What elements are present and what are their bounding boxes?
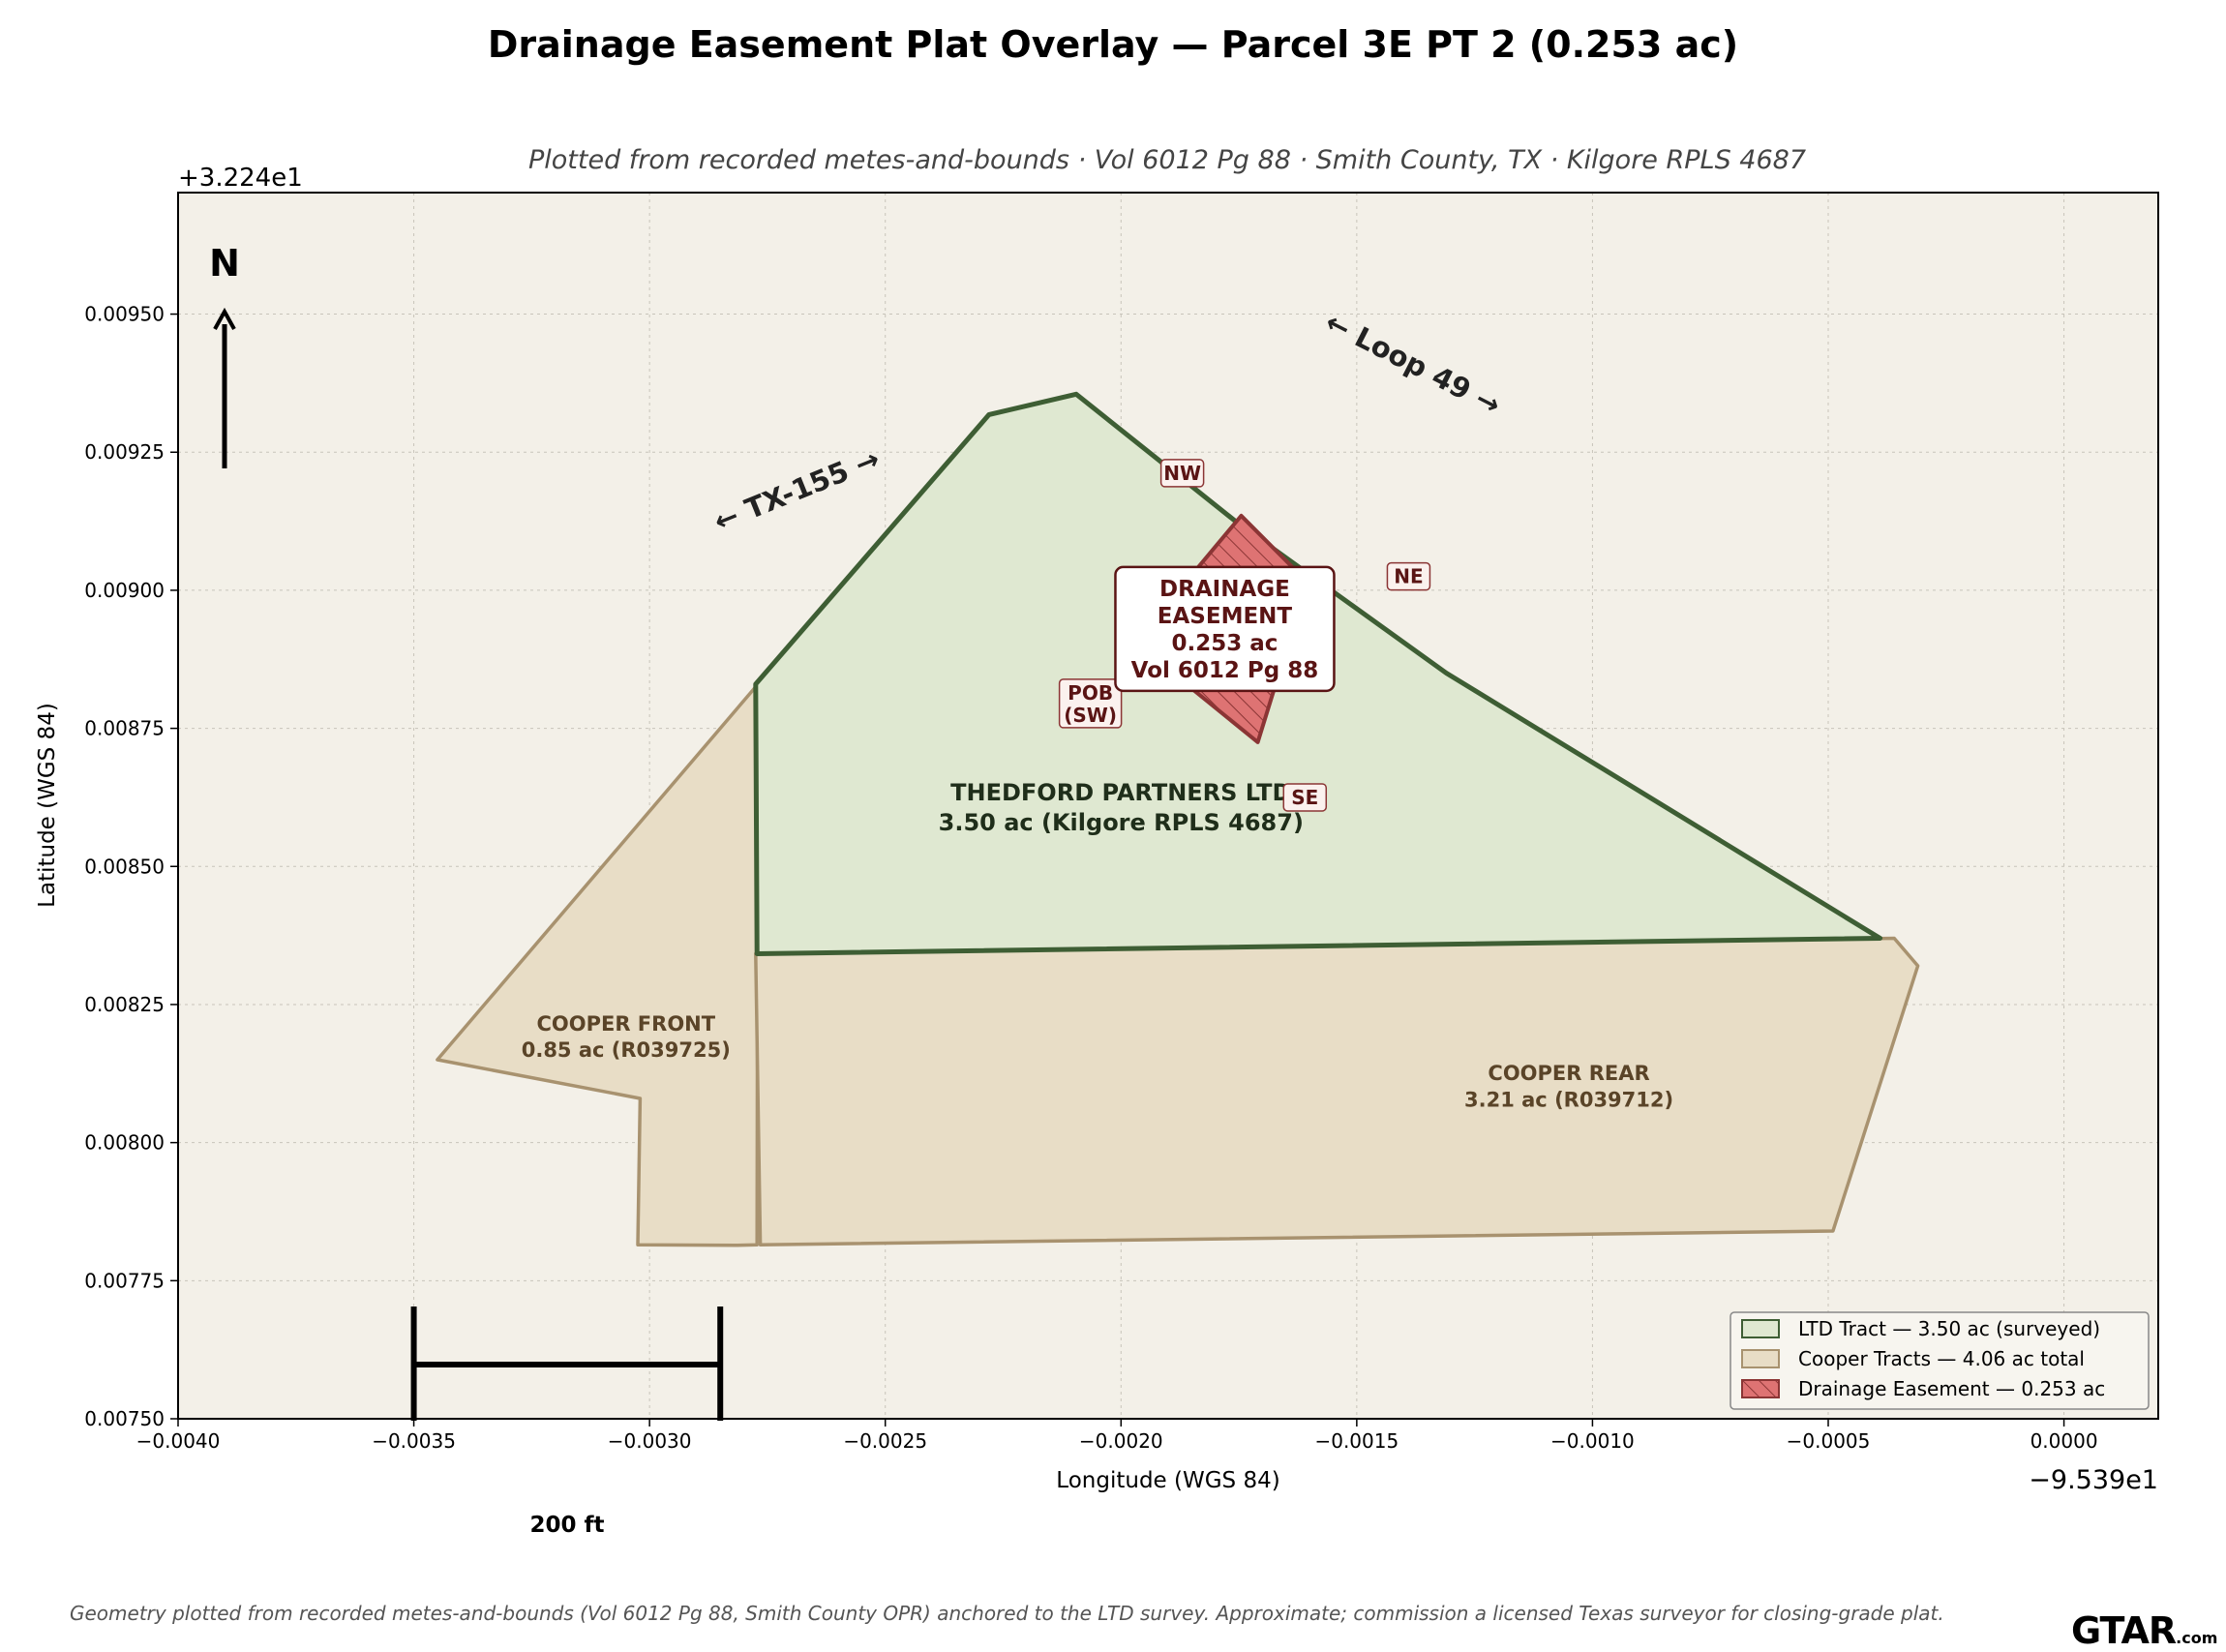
y-offset-label: +3.224e1 — [178, 164, 303, 193]
legend-label-cooper: Cooper Tracts — 4.06 ac total — [1798, 1347, 2085, 1370]
north-arrow-label: N — [209, 242, 240, 285]
subtitle: Plotted from recorded metes-and-bounds ·… — [527, 145, 1807, 175]
x-tick-label: −0.0040 — [136, 1429, 221, 1453]
legend-label-ltd: LTD Tract — 3.50 ac (surveyed) — [1798, 1317, 2100, 1340]
parcel-label-cooper-rear: COOPER REAR — [1488, 1062, 1649, 1085]
parcel-area-ltd-tract: 3.50 ac (Kilgore RPLS 4687) — [939, 809, 1304, 836]
parcel-area-cooper-front: 0.85 ac (R039725) — [522, 1038, 731, 1062]
x-tick-label: −0.0030 — [608, 1429, 692, 1453]
x-offset-label: −9.539e1 — [2029, 1465, 2158, 1495]
x-tick-label: −0.0035 — [372, 1429, 456, 1453]
footnote: Geometry plotted from recorded metes-and… — [70, 1602, 1944, 1625]
corner-box-pob — [1058, 678, 1123, 729]
legend-swatch-ltd — [1741, 1319, 1780, 1338]
y-axis: 0.00750 0.00775 0.00800 0.00825 0.00850 0.008… — [84, 303, 178, 1430]
legend-swatch-cooper — [1741, 1349, 1780, 1368]
north-arrow: N — [209, 242, 240, 468]
y-tick-label: 0.00825 — [84, 993, 165, 1016]
corner-box-nw — [1159, 459, 1205, 488]
x-tick-label: −0.0015 — [1314, 1429, 1399, 1453]
y-axis-label: Latitude (WGS 84) — [35, 703, 60, 908]
corner-label-sub: (SW) — [1064, 704, 1117, 727]
parcel-label-cooper-front: COOPER FRONT — [536, 1012, 715, 1036]
scale-bar — [410, 1307, 724, 1421]
logo-text: GTAR — [2071, 1609, 2177, 1652]
y-tick-label: 0.00850 — [84, 855, 165, 878]
x-axis: −0.0040 −0.0035 −0.0030 −0.0025 −0.0020 −0.00… — [136, 1419, 2098, 1453]
easement-callout-box — [1114, 565, 1336, 693]
x-tick-label: −0.0010 — [1550, 1429, 1635, 1453]
legend-label-easement: Drainage Easement — 0.253 ac — [1798, 1377, 2105, 1400]
north-arrow-head — [213, 307, 236, 330]
x-tick-label: 0.0000 — [2030, 1429, 2098, 1453]
legend-box — [1730, 1311, 2150, 1410]
parcel-cooper-rear — [754, 936, 1920, 1247]
easement-callout-line: 0.253 ac — [1171, 631, 1278, 656]
y-tick-label: 0.00875 — [84, 717, 165, 740]
parcel-area-cooper-rear: 3.21 ac (R039712) — [1464, 1089, 1673, 1112]
y-tick-label: 0.00750 — [84, 1407, 165, 1430]
x-tick-label: −0.0020 — [1079, 1429, 1163, 1453]
parcel-label-ltd-tract: THEDFORD PARTNERS LTD — [950, 779, 1291, 806]
legend: LTD Tract — 3.50 ac (surveyed) Cooper Tr… — [1730, 1311, 2150, 1410]
corner-box-ne — [1386, 561, 1431, 591]
corner-label-pob: POB — [1068, 681, 1113, 705]
x-tick-label: −0.0005 — [1787, 1429, 1871, 1453]
corner-label-se: SE — [1291, 786, 1318, 809]
brand-logo: GTAR.com — [2071, 1609, 2217, 1652]
corner-box-se — [1282, 783, 1328, 812]
y-tick-label: 0.00775 — [84, 1269, 165, 1292]
legend-swatch-easement — [1741, 1379, 1780, 1398]
x-tick-label: −0.0025 — [843, 1429, 927, 1453]
y-tick-label: 0.00800 — [84, 1131, 165, 1155]
logo-suffix: .com — [2176, 1629, 2218, 1647]
y-tick-label: 0.00900 — [84, 579, 165, 602]
easement-callout-line: EASEMENT — [1158, 604, 1293, 629]
plot-frame — [177, 192, 2159, 1420]
scale-bar-label: 200 ft — [529, 1513, 604, 1538]
page-title: Drainage Easement Plat Overlay — Parcel … — [487, 23, 1739, 66]
corner-label-nw: NW — [1163, 462, 1201, 485]
x-axis-label: Longitude (WGS 84) — [1056, 1468, 1279, 1493]
y-tick-label: 0.00925 — [84, 440, 165, 464]
y-tick-label: 0.00950 — [84, 303, 165, 326]
easement-callout-line: Vol 6012 Pg 88 — [1131, 658, 1319, 683]
corner-label-ne: NE — [1394, 565, 1423, 588]
easement-callout-line: DRAINAGE — [1159, 577, 1290, 602]
